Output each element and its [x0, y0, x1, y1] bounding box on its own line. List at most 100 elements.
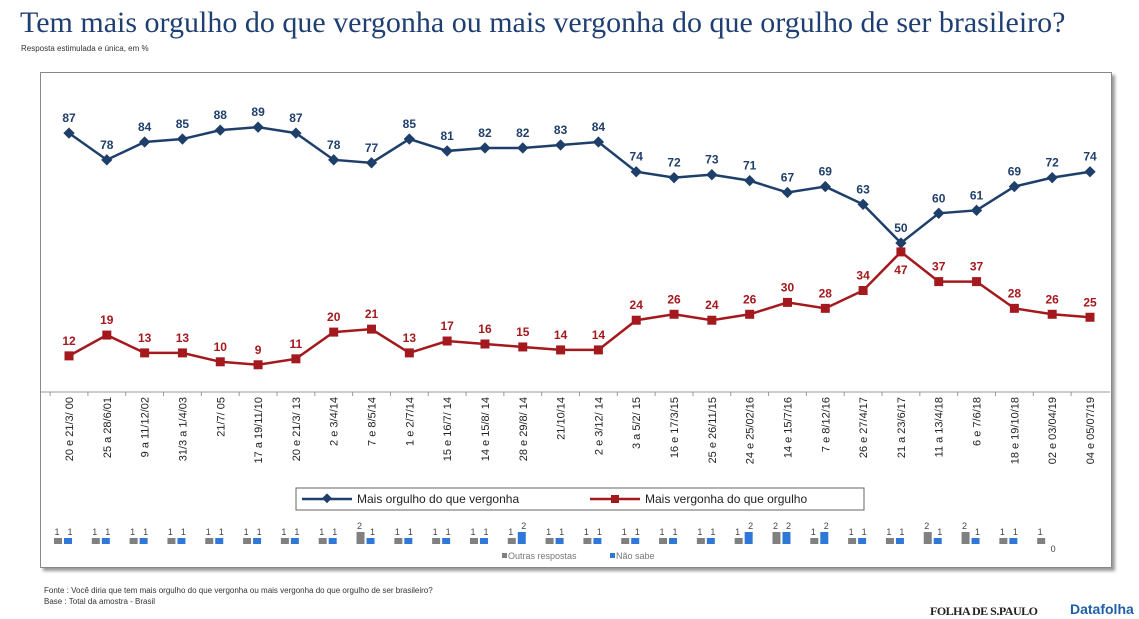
secondary-bar-label: 1: [559, 527, 564, 537]
secondary-bar-label: 1: [1000, 527, 1005, 537]
secondary-bar: [318, 538, 327, 544]
secondary-bar-label: 1: [584, 527, 589, 537]
secondary-bar-label: 1: [697, 527, 702, 537]
data-point: [820, 303, 830, 313]
data-label: 11: [290, 337, 303, 351]
data-label: 37: [932, 260, 946, 274]
secondary-bar-label: 1: [332, 527, 337, 537]
data-point: [896, 247, 906, 257]
folha-logo: FOLHA DE S.PAULO: [930, 604, 1038, 618]
secondary-bar-label: 1: [597, 527, 602, 537]
data-point: [479, 142, 491, 154]
secondary-bar-label: 1: [319, 527, 324, 537]
secondary-bar: [999, 538, 1008, 544]
data-point: [480, 339, 490, 349]
data-point: [367, 324, 377, 334]
legend-marker: [322, 493, 332, 504]
x-tick-label: 21/7/ 05: [215, 397, 227, 437]
secondary-bar: [631, 538, 640, 544]
data-label: 47: [894, 263, 908, 277]
secondary-bar: [734, 538, 743, 544]
secondary-bar-label: 1: [168, 527, 173, 537]
x-tick-label: 2 e 3/4/14: [329, 397, 341, 446]
data-point: [252, 121, 264, 133]
x-tick-label: 17 a 19/11/10: [253, 397, 265, 463]
data-label: 20: [327, 310, 341, 324]
secondary-bar-label: 2: [962, 521, 967, 531]
secondary-bar-label: 1: [546, 527, 551, 537]
x-tick-label: 7 e 8/12/16: [820, 397, 832, 452]
data-label: 72: [667, 156, 681, 170]
secondary-bar-label: 2: [924, 521, 929, 531]
data-point: [895, 237, 907, 249]
data-label: 26: [667, 292, 681, 306]
secondary-bar-label: 1: [395, 527, 400, 537]
data-point: [253, 360, 263, 370]
secondary-bar: [923, 532, 932, 544]
secondary-bar-label: 1: [660, 527, 665, 537]
data-point: [631, 315, 641, 325]
data-label: 50: [894, 221, 908, 235]
secondary-bar: [101, 538, 110, 544]
secondary-bar-label: 1: [370, 527, 375, 537]
secondary-bar-label: 1: [181, 527, 186, 537]
data-label: 26: [743, 292, 757, 306]
data-label: 28: [819, 286, 833, 300]
x-tick-label: 25 e 26/11/15: [707, 397, 719, 463]
secondary-bar: [507, 538, 516, 544]
data-point: [1047, 309, 1057, 319]
secondary-bar-label: 1: [433, 527, 438, 537]
data-label: 13: [138, 331, 152, 345]
x-tick-label: 20 e 21/3/ 13: [291, 397, 303, 461]
secondary-bar: [356, 532, 365, 544]
secondary-bar-label: 1: [294, 527, 299, 537]
secondary-bar: [858, 538, 867, 544]
secondary-bar-label: 1: [508, 527, 513, 537]
secondary-bar-label: 1: [446, 527, 451, 537]
secondary-bar: [933, 538, 942, 544]
secondary-bar: [621, 538, 630, 544]
secondary-bar-label: 2: [824, 521, 829, 531]
secondary-bar-label: 2: [521, 521, 526, 531]
data-point: [442, 336, 452, 346]
x-tick-label: 2 e 3/12/ 14: [593, 397, 605, 455]
data-point: [781, 186, 794, 199]
data-label: 72: [1046, 156, 1060, 170]
secondary-bar-label: 1: [206, 527, 211, 537]
data-point: [102, 330, 112, 340]
secondary-bar: [469, 538, 478, 544]
x-tick-label: 3 a 5/2/ 15: [631, 397, 643, 449]
secondary-bar-label: 1: [622, 527, 627, 537]
data-point: [176, 133, 189, 145]
data-point: [782, 297, 792, 307]
secondary-bar: [205, 538, 214, 544]
x-tick-label: 14 e 15/7/16: [782, 397, 794, 458]
x-tick-label: 21 a 23/6/17: [896, 397, 908, 458]
data-point: [669, 309, 679, 319]
secondary-bar: [177, 538, 186, 544]
chart-title: Tem mais orgulho do que vergonha ou mais…: [20, 6, 1066, 39]
secondary-bar-label: 0: [1051, 544, 1056, 554]
data-label: 9: [255, 343, 262, 357]
data-label: 87: [62, 111, 76, 125]
secondary-bar-label: 1: [281, 527, 286, 537]
secondary-bar-label: 2: [773, 521, 778, 531]
data-label: 60: [932, 191, 946, 205]
secondary-bar: [432, 538, 441, 544]
secondary-bar-label: 1: [470, 527, 475, 537]
chart-subtitle: Resposta estimulada e única, em %: [21, 44, 149, 53]
data-point: [858, 286, 868, 296]
x-tick-label: 11 a 13/4/18: [934, 397, 946, 457]
secondary-bar-label: 1: [67, 527, 72, 537]
secondary-legend-marker: [502, 553, 507, 558]
secondary-bar-label: 1: [219, 527, 224, 537]
secondary-bar: [583, 538, 592, 544]
secondary-bar-label: 2: [786, 521, 791, 531]
data-label: 14: [592, 328, 606, 342]
secondary-bar: [820, 532, 829, 544]
chart-frame: [40, 72, 1112, 568]
data-point: [291, 354, 301, 364]
data-point: [64, 351, 74, 361]
secondary-bar: [328, 538, 337, 544]
data-point: [744, 174, 756, 187]
